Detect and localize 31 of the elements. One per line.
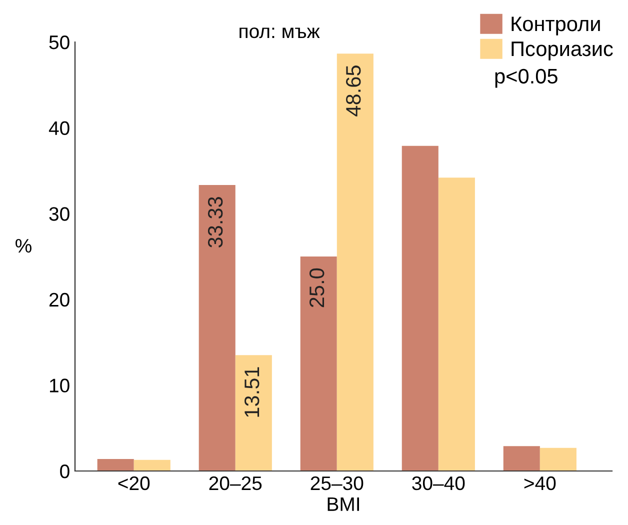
annotation: p<0.05 (495, 68, 558, 88)
x-tick-label: 25–30 (310, 476, 364, 490)
data-label: 48.65 (346, 66, 361, 116)
data-label: 33.33 (208, 197, 223, 248)
data-label: 25.0 (309, 268, 324, 308)
x-axis-title: BMI (328, 497, 359, 511)
bar (503, 446, 540, 471)
bar (235, 355, 272, 471)
y-tick-label: 30 (49, 207, 70, 221)
bar (97, 458, 134, 471)
x-tick-label: 20–25 (209, 476, 262, 490)
bar (300, 256, 337, 471)
x-tick-label: >40 (524, 476, 556, 490)
bar (134, 460, 170, 471)
y-tick-label: 10 (50, 378, 70, 392)
x-tick-label: 30–40 (412, 476, 465, 490)
y-tick-label: 0 (60, 464, 70, 478)
data-label: 13.51 (244, 367, 260, 417)
legend-label: Контроли (512, 16, 600, 36)
chart-title: пол: мъж (240, 28, 320, 38)
x-tick-label: <20 (118, 476, 150, 490)
legend-label: Псориазис (512, 42, 613, 60)
y-tick-label: 50 (49, 35, 70, 50)
y-tick-label: 40 (48, 121, 70, 136)
bar (540, 448, 576, 471)
bar (438, 178, 475, 471)
bar (336, 54, 374, 471)
y-axis-title: % (16, 238, 32, 253)
bar (402, 146, 438, 471)
bar (198, 185, 236, 471)
y-tick-label: 20 (49, 292, 70, 307)
